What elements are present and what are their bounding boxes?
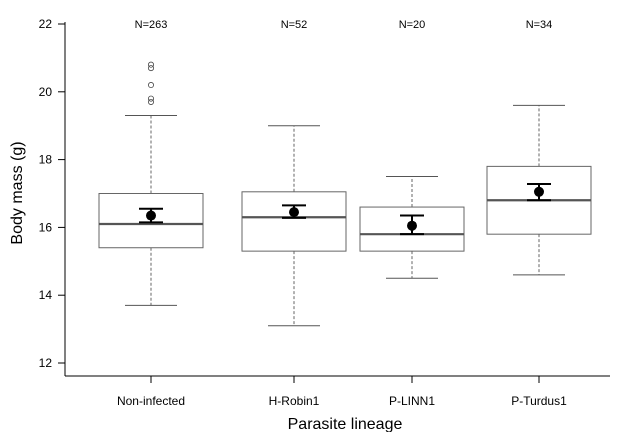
count-label: N=52 <box>281 19 308 31</box>
outlier-point <box>147 82 154 89</box>
plot-marks: 12 14 16 18 20 22 Non-infected N=263 H-Robin1 N=5… <box>39 17 592 408</box>
x-axis-title: Parasite lineage <box>288 416 403 432</box>
outlier-point <box>147 95 154 102</box>
y-axis-title: Body mass (g) <box>9 141 26 244</box>
x-tick-label: P-Turdus1 <box>511 394 567 408</box>
y-tick-label: 22 <box>39 17 53 31</box>
x-tick-label: Non-infected <box>117 394 185 408</box>
mean-point <box>407 220 417 231</box>
y-tick-label: 12 <box>39 356 53 370</box>
y-tick-label: 16 <box>39 220 53 234</box>
outlier-point <box>147 98 154 105</box>
count-label: N=34 <box>526 19 553 31</box>
outlier-point <box>147 65 154 72</box>
y-tick-label: 18 <box>39 153 53 167</box>
count-label: N=20 <box>399 19 426 31</box>
y-tick-label: 20 <box>39 85 53 99</box>
y-tick-label: 14 <box>39 288 53 302</box>
mean-point <box>534 186 544 197</box>
mean-point <box>146 210 156 221</box>
box <box>241 191 347 252</box>
x-tick-label: P-LINN1 <box>389 394 435 408</box>
x-tick-label: H-Robin1 <box>269 394 320 408</box>
count-label: N=263 <box>135 19 168 31</box>
mean-point <box>289 207 299 218</box>
outlier-point <box>147 61 154 68</box>
